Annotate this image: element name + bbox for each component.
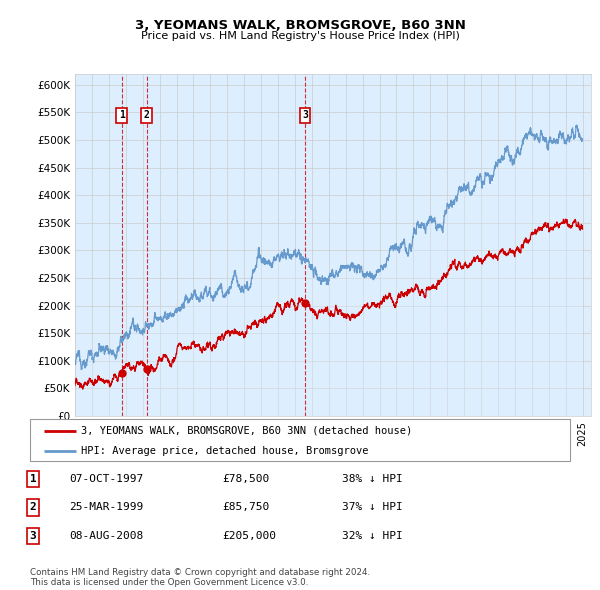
Text: 3: 3	[29, 531, 37, 540]
Text: 2: 2	[29, 503, 37, 512]
Text: 32% ↓ HPI: 32% ↓ HPI	[342, 531, 403, 540]
Text: 3, YEOMANS WALK, BROMSGROVE, B60 3NN (detached house): 3, YEOMANS WALK, BROMSGROVE, B60 3NN (de…	[82, 426, 413, 436]
Text: 38% ↓ HPI: 38% ↓ HPI	[342, 474, 403, 484]
Text: 3, YEOMANS WALK, BROMSGROVE, B60 3NN: 3, YEOMANS WALK, BROMSGROVE, B60 3NN	[134, 19, 466, 32]
Text: £78,500: £78,500	[222, 474, 269, 484]
Text: 07-OCT-1997: 07-OCT-1997	[69, 474, 143, 484]
Text: Contains HM Land Registry data © Crown copyright and database right 2024.
This d: Contains HM Land Registry data © Crown c…	[30, 568, 370, 587]
Text: 08-AUG-2008: 08-AUG-2008	[69, 531, 143, 540]
Text: 2: 2	[143, 110, 149, 120]
Text: 1: 1	[29, 474, 37, 484]
Text: HPI: Average price, detached house, Bromsgrove: HPI: Average price, detached house, Brom…	[82, 446, 369, 455]
Text: 37% ↓ HPI: 37% ↓ HPI	[342, 503, 403, 512]
Text: Price paid vs. HM Land Registry's House Price Index (HPI): Price paid vs. HM Land Registry's House …	[140, 31, 460, 41]
Text: 1: 1	[119, 110, 125, 120]
FancyBboxPatch shape	[30, 419, 570, 461]
Text: 25-MAR-1999: 25-MAR-1999	[69, 503, 143, 512]
Text: £205,000: £205,000	[222, 531, 276, 540]
Text: 3: 3	[302, 110, 308, 120]
Text: £85,750: £85,750	[222, 503, 269, 512]
